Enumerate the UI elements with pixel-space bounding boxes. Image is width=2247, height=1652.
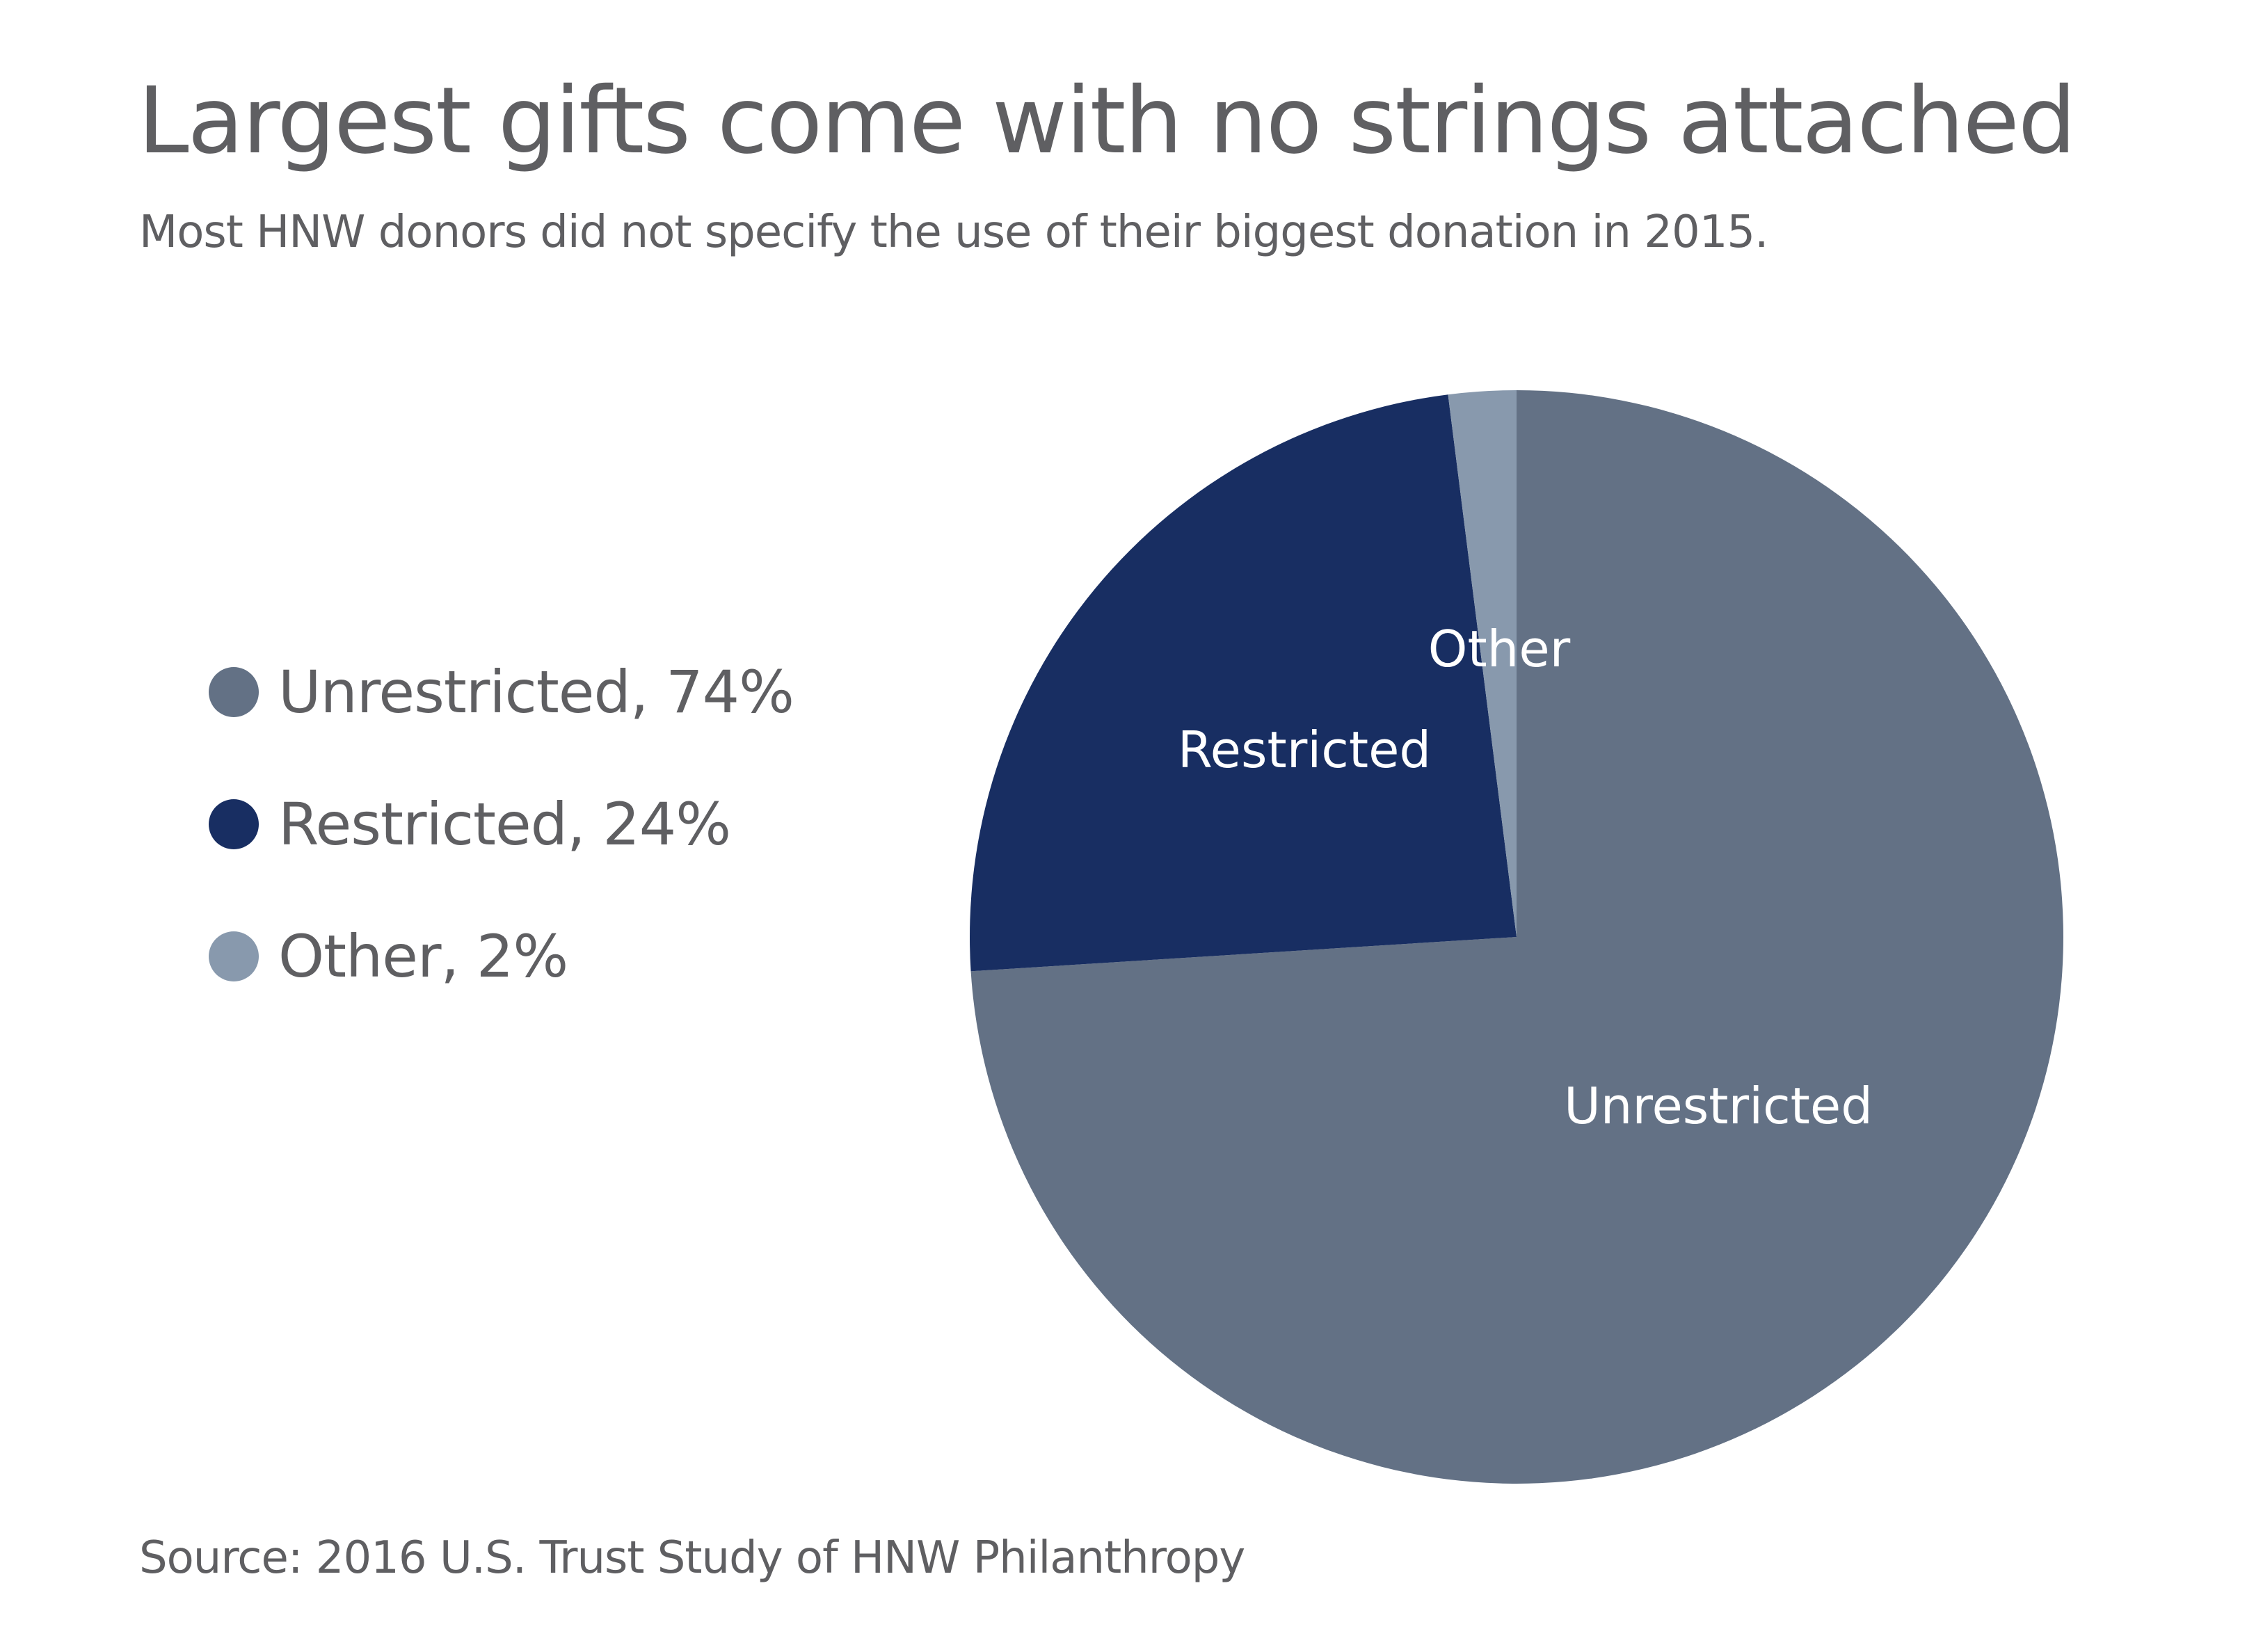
legend: Unrestricted, 74% Restricted, 24% Other,… <box>209 626 794 1023</box>
legend-item-other: Other, 2% <box>209 890 794 1023</box>
legend-swatch-other <box>209 931 259 981</box>
pie-slice-unrestricted <box>970 390 2063 1484</box>
chart-subtitle: Most HNW donors did not specify the use … <box>139 207 1768 258</box>
legend-swatch-restricted <box>209 799 259 849</box>
legend-swatch-unrestricted <box>209 667 259 717</box>
legend-item-restricted: Restricted, 24% <box>209 758 794 890</box>
legend-label-unrestricted: Unrestricted, 74% <box>278 658 794 726</box>
slice-label-unrestricted: Unrestricted <box>1564 1077 1873 1135</box>
legend-item-unrestricted: Unrestricted, 74% <box>209 626 794 758</box>
slice-label-restricted: Restricted <box>1178 721 1431 779</box>
pie-slice-restricted <box>969 394 1517 972</box>
source-note: Source: 2016 U.S. Trust Study of HNW Phi… <box>139 1532 1245 1584</box>
legend-label-other: Other, 2% <box>278 922 568 991</box>
legend-label-restricted: Restricted, 24% <box>278 790 731 858</box>
pie-slice-other <box>1448 390 1517 937</box>
slice-label-other: Other <box>1428 620 1571 678</box>
chart-title: Largest gifts come with no strings attac… <box>138 67 2077 175</box>
